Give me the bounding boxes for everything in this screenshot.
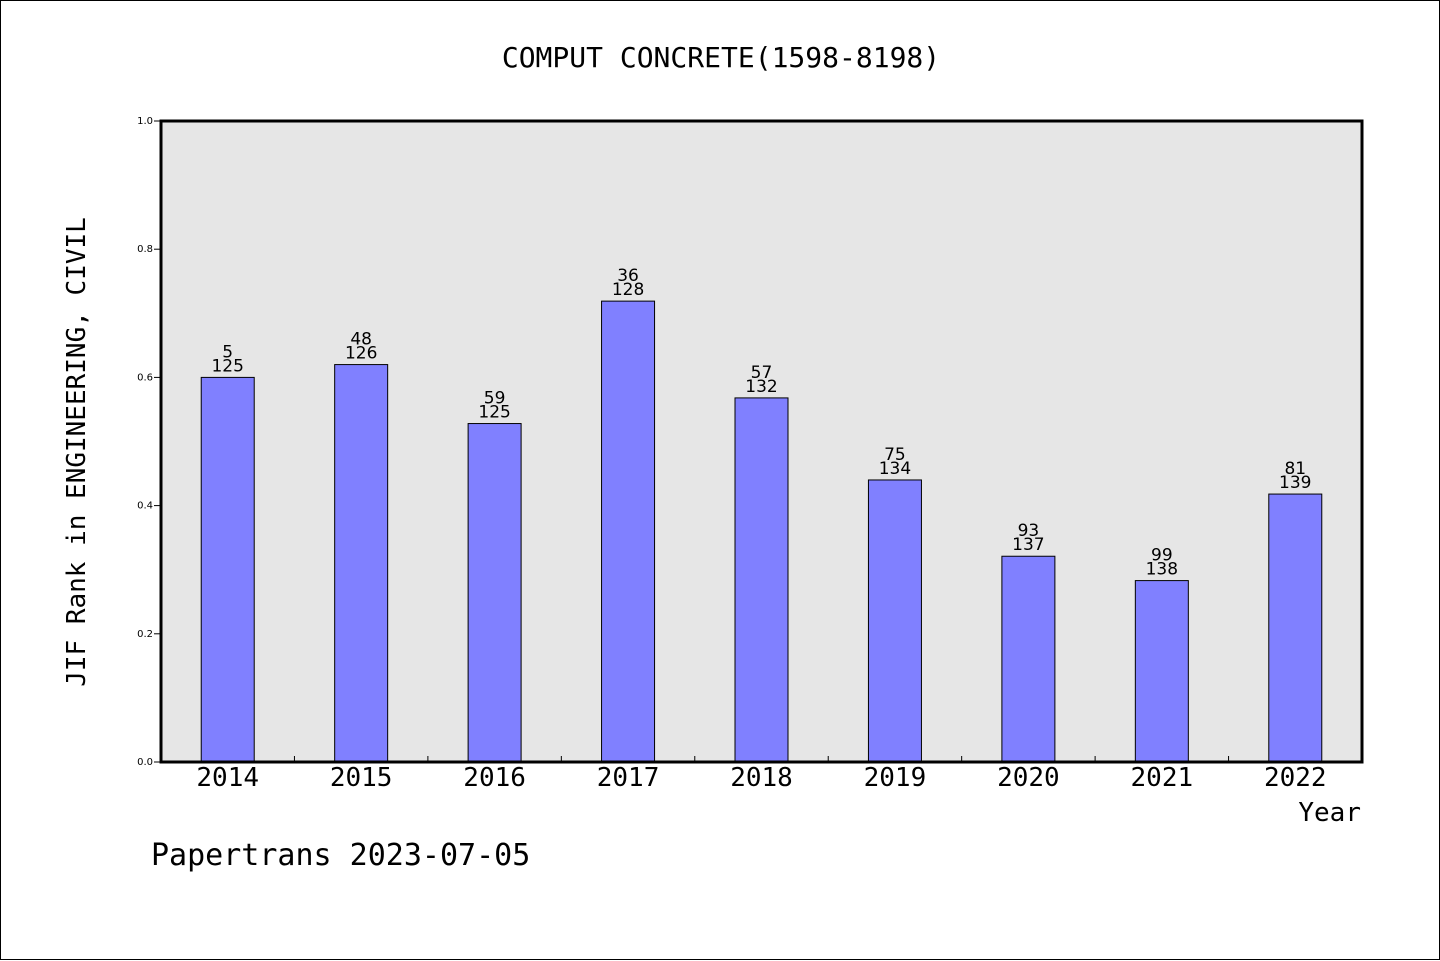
y-tick-label: 0.0 [137, 757, 153, 768]
rank-label: 59 [484, 389, 506, 409]
bar-2019 [867, 479, 922, 763]
total-label: 125 [211, 356, 243, 376]
plot-border [159, 119, 1364, 764]
x-tick-label: 2022 [1264, 763, 1327, 793]
watermark-text: Papertrans 2023-07-05 [151, 838, 530, 873]
total-label: 132 [745, 377, 777, 397]
x-tick-label: 2021 [1131, 763, 1194, 793]
bar-2017 [601, 300, 656, 763]
rank-label: 99 [1151, 546, 1173, 566]
bar-2015 [334, 364, 389, 763]
y-axis: 0.0 0.2 0.4 0.6 0.8 1.0 [137, 116, 161, 768]
x-tick-label: 2020 [997, 763, 1060, 793]
total-label: 128 [612, 280, 644, 300]
x-tick-label: 2018 [730, 763, 793, 793]
x-axis-label: Year [1298, 798, 1361, 828]
chart-title: COMPUT CONCRETE(1598-8198) [502, 41, 940, 74]
x-axis: 2014 2015 2016 2017 2018 2019 2020 2021 2022 [196, 756, 1327, 793]
x-tick-label: 2014 [196, 763, 259, 793]
y-tick-label: 0.6 [137, 372, 153, 383]
y-tick-label: 1.0 [137, 116, 153, 127]
y-tick-label: 0.8 [137, 244, 153, 255]
total-label: 139 [1279, 473, 1311, 493]
bar-labels-group: 5125481265912536128571327513493137991388… [211, 266, 1311, 579]
y-tick-label: 0.2 [137, 629, 153, 640]
x-tick-label: 2017 [597, 763, 660, 793]
rank-label: 48 [350, 330, 372, 350]
bar-2022 [1268, 493, 1323, 763]
rank-label: 57 [751, 363, 773, 383]
total-label: 134 [879, 459, 911, 479]
bar-2016 [467, 423, 522, 763]
rank-label: 75 [884, 445, 906, 465]
x-tick-label: 2019 [864, 763, 927, 793]
bar-2014 [200, 376, 255, 763]
bar-2020 [1001, 555, 1056, 763]
rank-label: 36 [617, 266, 639, 286]
y-tick-label: 0.4 [137, 501, 153, 512]
total-label: 125 [478, 403, 510, 423]
total-label: 137 [1012, 535, 1044, 555]
bars-group [200, 300, 1323, 763]
rank-label: 5 [222, 342, 233, 362]
x-tick-label: 2016 [463, 763, 526, 793]
y-axis-label: JIF Rank in ENGINEERING, CIVIL [62, 217, 92, 687]
bar-2021 [1134, 580, 1189, 763]
total-label: 126 [345, 344, 377, 364]
total-label: 138 [1146, 560, 1178, 580]
rank-label: 93 [1018, 521, 1040, 541]
x-tick-label: 2015 [330, 763, 393, 793]
bar-2018 [734, 397, 789, 763]
rank-label: 81 [1284, 459, 1306, 479]
